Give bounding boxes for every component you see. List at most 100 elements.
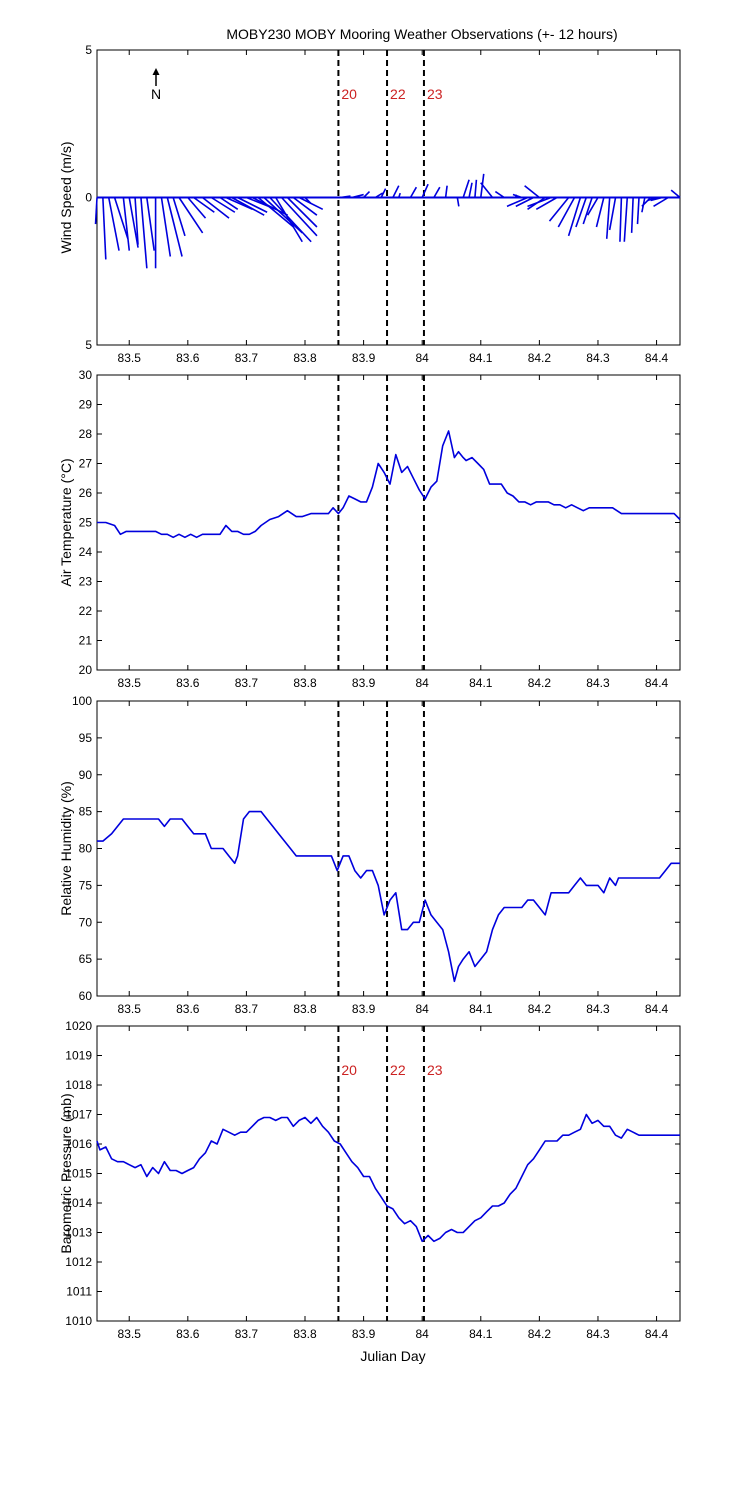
wind-vector [374,192,384,199]
y-tick-label: 5 [85,338,92,352]
wind-vector [392,185,400,198]
x-tick-label: 84.4 [645,676,669,690]
x-tick-label: 84.2 [528,1327,552,1341]
event-marker-label: 20 [341,86,357,102]
wind-vector [456,197,460,207]
y-tick-label: 1020 [65,1019,92,1033]
wind-vector [595,197,605,228]
north-label: N [151,86,161,102]
wind-vector [210,196,236,213]
y-tick-label: 26 [79,486,93,500]
wind-vector [623,197,629,242]
wind-vector [670,189,681,199]
x-tick-label: 84 [416,1327,430,1341]
y-tick-label: 1016 [65,1137,92,1151]
event-marker-label: 23 [427,86,443,102]
series-line-temperature [97,430,681,539]
wind-vector [160,197,172,257]
x-tick-label: 83.5 [118,1002,142,1016]
wind-vector [619,197,623,242]
wind-vector [286,196,318,228]
wind-vector [527,196,552,208]
x-tick-label: 84.3 [586,1002,610,1016]
wind-vector [506,196,528,208]
wind-vector [340,195,351,199]
y-tick-label: 85 [79,805,93,819]
wind-vector [512,193,523,199]
y-tick-label: 25 [79,516,93,530]
x-tick-label: 83.9 [352,1327,376,1341]
event-marker-label: 22 [390,86,406,102]
y-tick-label: 1013 [65,1226,92,1240]
wind-vector [468,182,473,198]
y-tick-label: 100 [72,694,92,708]
x-tick-label: 83.6 [176,676,200,690]
wind-vector [94,197,98,225]
x-tick-label: 84.2 [528,351,552,365]
y-tick-label: 0 [85,191,92,205]
y-tick-label: 1014 [65,1196,92,1210]
x-tick-label: 83.8 [293,1002,317,1016]
x-tick-label: 83.5 [118,676,142,690]
wind-vector [421,183,429,198]
event-marker-label: 22 [390,1062,406,1078]
x-tick-label: 83.6 [176,1002,200,1016]
x-tick-label: 83.6 [176,351,200,365]
series-line-pressure [96,1113,680,1243]
x-tick-label: 84 [416,1002,430,1016]
wind-vector [187,196,207,219]
wind-vector [146,197,155,251]
y-tick-label: 75 [79,878,93,892]
wind-vector [178,197,204,234]
wind-vector [650,196,663,202]
wind-vector [567,197,582,237]
wind-vector [292,196,318,216]
y-tick-label: 20 [79,663,93,677]
wind-vector [636,197,640,225]
wind-vector [351,193,364,199]
y-tick-label: 95 [79,731,93,745]
y-tick-label: 29 [79,398,93,412]
wind-vector [140,197,148,269]
wind-vector [409,186,418,198]
x-tick-label: 84.4 [645,1327,669,1341]
y-tick-label: 5 [85,43,92,57]
wind-vector [298,196,324,211]
wind-vector [397,192,401,198]
y-tick-label: 1012 [65,1255,92,1269]
wind-vector [480,182,494,198]
wind-vector [444,185,448,198]
panel-wind: 83.5 83.6 83.7 83.8 83.9 84 84.1 84.2 84.3 84.4 5 0… [58,43,681,365]
wind-vector [535,196,558,210]
x-tick-label: 84.3 [586,1327,610,1341]
y-tick-label: 1019 [65,1049,92,1063]
figure-title: MOBY230 MOBY Mooring Weather Observation… [226,26,617,42]
wind-vector [433,186,441,198]
north-arrow-head-icon [152,68,160,75]
wind-vector [557,197,576,228]
panel-humidity: 83.5 83.6 83.7 83.8 83.9 84 84.1 84.2 84.3 84.4 60… [58,694,681,1016]
wind-vector [462,179,470,198]
panel-pressure: 83.5 83.6 83.7 83.8 83.9 84 84.1 84.2 84.3 84.4 10… [58,1019,681,1341]
y-axis-label: Air Temperature (°C) [58,458,74,586]
x-tick-label: 83.7 [235,1002,259,1016]
y-tick-label: 27 [79,457,93,471]
wind-vector [474,179,478,198]
y-axis-label: Wind Speed (m/s) [58,141,74,253]
x-tick-label: 84.1 [469,351,493,365]
wind-vector [380,188,387,198]
wind-vector [134,197,139,245]
y-tick-label: 65 [79,952,93,966]
y-tick-label: 1018 [65,1078,92,1092]
wind-vector [275,197,303,243]
wind-vector [107,197,120,251]
wind-vector [172,197,186,237]
x-tick-label: 83.9 [352,351,376,365]
x-tick-label: 83.8 [293,351,317,365]
wind-vector [515,196,534,208]
wind-vector [263,196,303,234]
y-tick-label: 60 [79,989,93,1003]
x-tick-label: 83.5 [118,1327,142,1341]
wind-vector [193,196,215,213]
